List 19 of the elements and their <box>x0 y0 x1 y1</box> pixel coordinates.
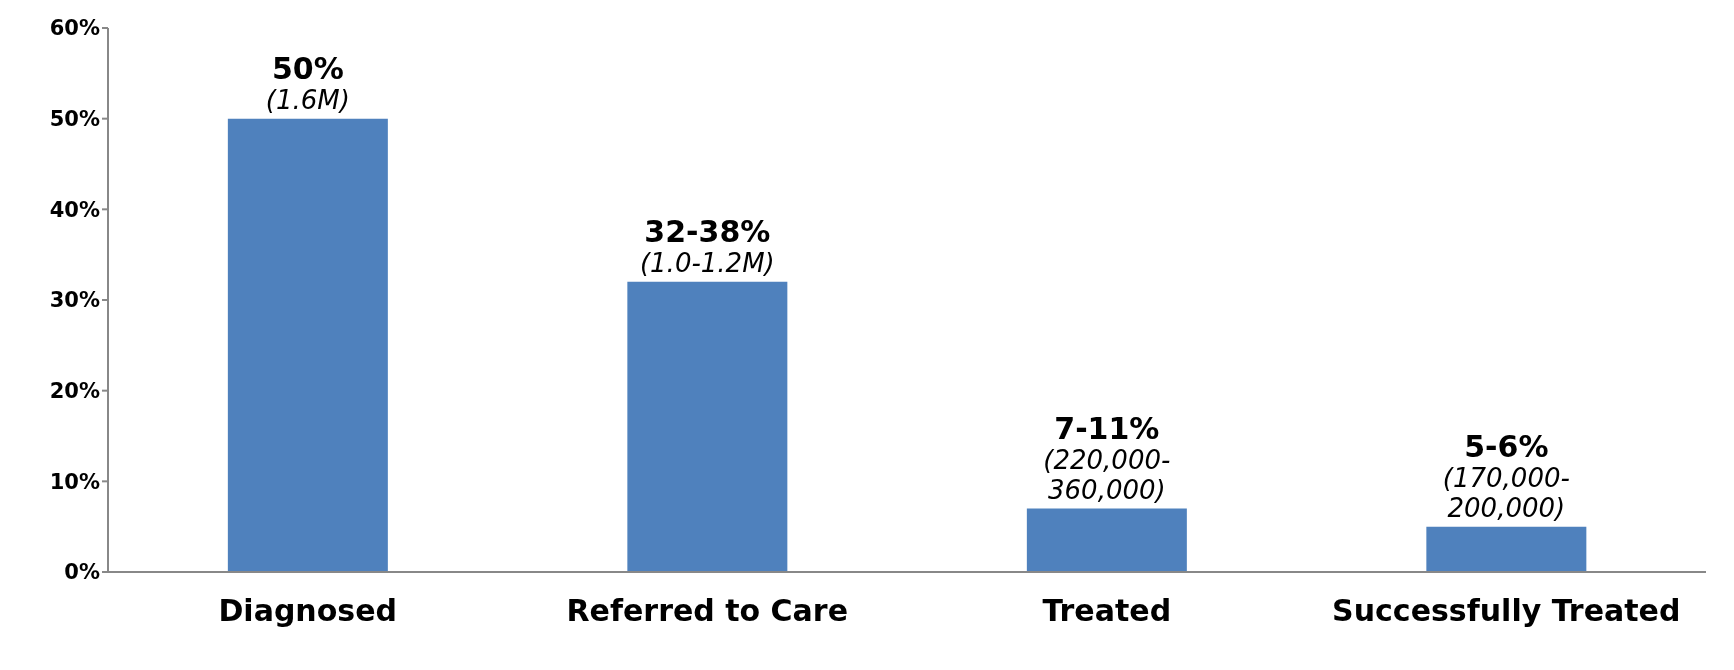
bar <box>227 118 388 572</box>
data-label: 5-6% (170,000- 200,000) <box>1442 428 1570 523</box>
y-tick-label: 50% <box>49 107 100 132</box>
y-tick-label: 0% <box>64 560 100 585</box>
x-tick-label: Successfully Treated <box>1332 593 1681 629</box>
y-tick-label: 30% <box>49 288 100 313</box>
bar <box>1026 508 1187 572</box>
y-tick-label: 60% <box>49 16 100 41</box>
data-label: 7-11% (220,000- 360,000) <box>1043 410 1171 505</box>
data-label: 32-38% (1.0-1.2M) <box>639 213 775 278</box>
x-tick-label: Treated <box>1042 593 1172 629</box>
bar <box>1426 526 1587 572</box>
y-tick-label: 40% <box>49 197 100 222</box>
y-tick-label: 10% <box>49 469 100 494</box>
bar <box>627 281 788 572</box>
y-tick-label: 20% <box>49 379 100 404</box>
x-tick-label: Referred to Care <box>566 593 848 629</box>
x-tick-label: Diagnosed <box>218 593 398 629</box>
data-label: 50% (1.6M) <box>265 50 350 115</box>
